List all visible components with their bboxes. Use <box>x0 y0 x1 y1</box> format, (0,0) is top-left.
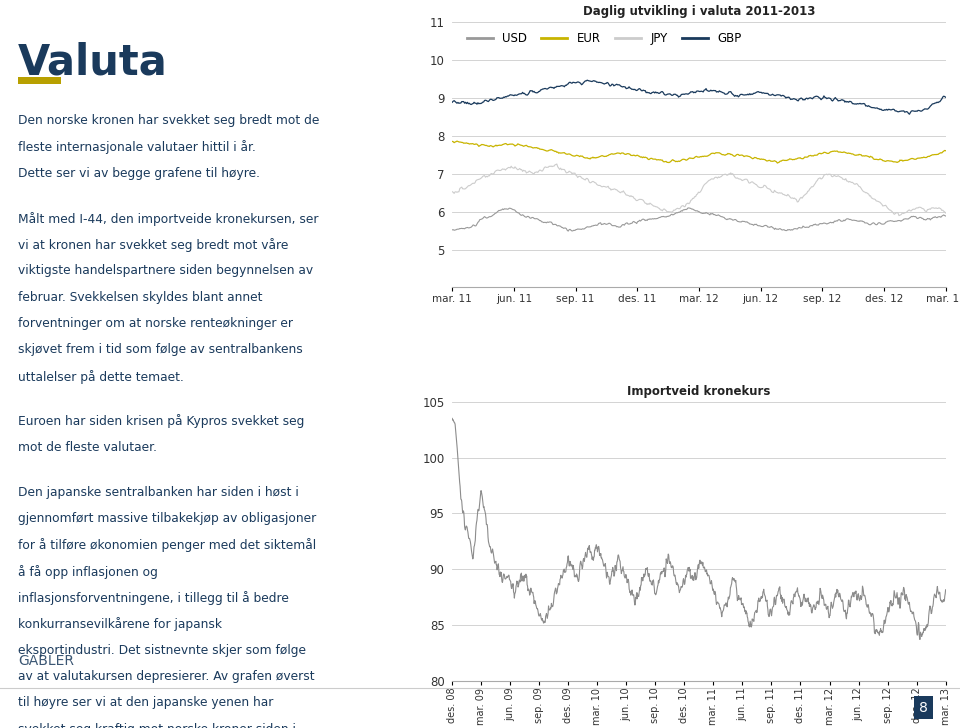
EUR <box>461 138 472 147</box>
EUR <box>446 137 458 146</box>
USD <box>885 216 897 225</box>
EUR <box>940 146 951 155</box>
USD <box>841 215 852 223</box>
Text: 8: 8 <box>919 700 928 715</box>
Text: mot de fleste valutaer.: mot de fleste valutaer. <box>18 441 157 454</box>
EUR <box>772 159 783 167</box>
GBP <box>446 98 458 106</box>
Title: Importveid kronekurs: Importveid kronekurs <box>627 385 771 397</box>
Text: til høyre ser vi at den japanske yenen har: til høyre ser vi at den japanske yenen h… <box>18 697 274 710</box>
Text: Den norske kronen har svekket seg bredt mot de: Den norske kronen har svekket seg bredt … <box>18 114 320 127</box>
Line: USD: USD <box>452 208 946 231</box>
GBP <box>884 105 896 114</box>
USD <box>683 204 694 213</box>
JPY <box>582 174 593 183</box>
JPY <box>460 184 471 193</box>
USD <box>563 226 574 235</box>
USD <box>940 212 951 221</box>
EUR <box>451 137 463 146</box>
Text: Målt med I-44, den importveide kronekursen, ser: Målt med I-44, den importveide kronekurs… <box>18 212 319 226</box>
GBP <box>505 90 516 99</box>
USD <box>505 205 516 213</box>
Line: EUR: EUR <box>452 141 946 163</box>
Text: fleste internasjonale valutaer hittil i år.: fleste internasjonale valutaer hittil i … <box>18 141 256 154</box>
Text: forventninger om at norske renteøkninger er: forventninger om at norske renteøkninger… <box>18 317 293 330</box>
EUR <box>582 154 593 162</box>
Text: eksportindustri. Det sistnevnte skjer som følge: eksportindustri. Det sistnevnte skjer so… <box>18 644 306 657</box>
USD <box>582 222 593 231</box>
EUR <box>834 148 846 157</box>
Bar <box>18 76 61 84</box>
Text: for å tilføre økonomien penger med det siktemål: for å tilføre økonomien penger med det s… <box>18 539 316 553</box>
Text: å få opp inflasjonen og: å få opp inflasjonen og <box>18 565 158 579</box>
Text: vi at kronen har svekket seg bredt mot våre: vi at kronen har svekket seg bredt mot v… <box>18 238 289 252</box>
JPY <box>446 187 458 196</box>
USD <box>446 226 458 234</box>
EUR <box>885 157 897 165</box>
Legend: USD, EUR, JPY, GBP: USD, EUR, JPY, GBP <box>462 27 746 50</box>
JPY <box>551 159 563 168</box>
Text: skjøvet frem i tid som følge av sentralbankens: skjøvet frem i tid som følge av sentralb… <box>18 344 303 356</box>
Text: februar. Svekkelsen skyldes blant annet: februar. Svekkelsen skyldes blant annet <box>18 290 263 304</box>
GBP <box>833 96 845 105</box>
JPY <box>940 209 951 218</box>
Line: GBP: GBP <box>452 80 946 114</box>
JPY <box>840 174 852 183</box>
Text: GABLER: GABLER <box>18 654 74 668</box>
GBP <box>903 110 915 119</box>
JPY <box>884 205 896 214</box>
USD <box>834 215 846 224</box>
GBP <box>460 98 471 106</box>
USD <box>460 223 471 232</box>
GBP <box>582 76 593 84</box>
JPY <box>505 162 516 170</box>
Text: uttalelser på dette temaet.: uttalelser på dette temaet. <box>18 370 184 384</box>
JPY <box>833 172 845 181</box>
EUR <box>506 140 517 149</box>
Text: Euroen har siden krisen på Kypros svekket seg: Euroen har siden krisen på Kypros svekke… <box>18 414 304 429</box>
GBP <box>581 76 592 85</box>
GBP <box>940 93 951 102</box>
Text: Valuta: Valuta <box>18 41 168 84</box>
Text: inflasjonsforventningene, i tillegg til å bedre: inflasjonsforventningene, i tillegg til … <box>18 591 289 605</box>
EUR <box>841 149 852 157</box>
Text: gjennomført massive tilbakekjøp av obligasjoner: gjennomført massive tilbakekjøp av oblig… <box>18 512 317 525</box>
Line: JPY: JPY <box>452 164 946 215</box>
Title: Daglig utvikling i valuta 2011-2013: Daglig utvikling i valuta 2011-2013 <box>583 5 815 18</box>
GBP <box>840 97 852 106</box>
Text: konkurransevilkårene for japansk: konkurransevilkårene for japansk <box>18 617 222 631</box>
JPY <box>893 211 904 220</box>
Text: Dette ser vi av begge grafene til høyre.: Dette ser vi av begge grafene til høyre. <box>18 167 260 180</box>
Text: svekket seg kraftig mot norske kroner siden i: svekket seg kraftig mot norske kroner si… <box>18 723 296 728</box>
Text: Den japanske sentralbanken har siden i høst i: Den japanske sentralbanken har siden i h… <box>18 486 299 499</box>
Text: viktigste handelspartnere siden begynnelsen av: viktigste handelspartnere siden begynnel… <box>18 264 313 277</box>
Text: av at valutakursen depresierer. Av grafen øverst: av at valutakursen depresierer. Av grafe… <box>18 670 315 683</box>
